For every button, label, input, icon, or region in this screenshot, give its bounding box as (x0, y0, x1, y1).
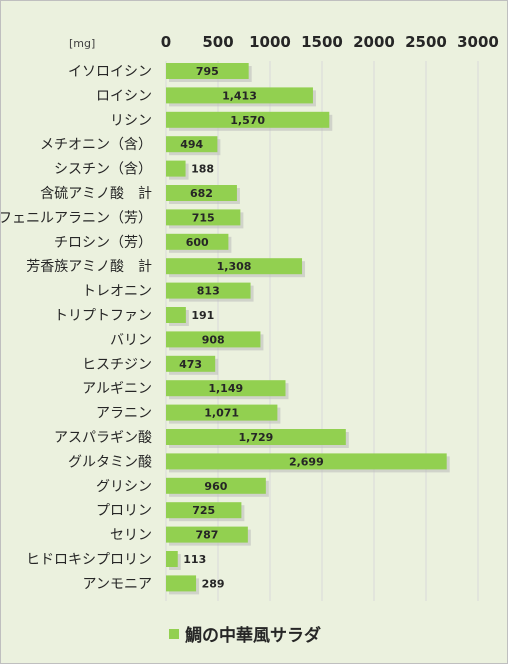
bar (166, 282, 251, 299)
x-tick-label: 2500 (405, 33, 447, 51)
x-tick-label: 2000 (353, 33, 395, 51)
bar (166, 258, 303, 275)
category-label: メチオニン（含） (40, 137, 152, 153)
category-label: 芳香族アミノ酸 計 (26, 258, 152, 275)
bar-value-label: 2,699 (289, 455, 324, 468)
category-label: セリン (110, 528, 152, 544)
bar-value-label: 813 (197, 285, 220, 298)
category-label: フェニルアラニン（芳） (1, 209, 152, 226)
category-label: アンモニア (83, 576, 152, 592)
bar (166, 453, 447, 470)
category-label: チロシン（芳） (54, 234, 152, 251)
bar-value-label: 289 (202, 577, 225, 590)
legend-series-name: 鯛の中華風サラダ (185, 626, 321, 646)
bar-value-label: 113 (183, 553, 206, 566)
category-label: トレオニン (82, 284, 152, 300)
bar (166, 551, 178, 567)
legend-swatch (169, 628, 179, 639)
bar-value-label: 1,308 (217, 260, 252, 273)
bar-value-label: 908 (202, 333, 225, 346)
category-label: シスチン（含） (54, 162, 152, 178)
bar-value-label: 795 (196, 65, 219, 78)
bar-value-label: 960 (204, 480, 227, 493)
bar (166, 160, 186, 177)
bars (166, 63, 450, 595)
x-tick-label: 1000 (249, 33, 291, 51)
legend: 鯛の中華風サラダ (169, 621, 321, 646)
bar-value-label: 787 (195, 529, 218, 542)
category-label: ヒドロキシプロリン (26, 552, 152, 568)
bar-value-label: 1,570 (230, 114, 265, 127)
category-label: アラニン (96, 406, 152, 422)
bar-value-label: 600 (186, 236, 209, 249)
category-label: アスパラギン酸 (54, 430, 152, 446)
bar (166, 429, 346, 445)
category-label: 含硫アミノ酸 計 (40, 186, 152, 202)
x-tick-label: 500 (202, 33, 233, 51)
bar (166, 526, 248, 543)
category-label: イソロイシン (68, 64, 152, 80)
bar (166, 185, 237, 201)
bar-value-label: 494 (180, 138, 203, 151)
bar-value-label: 1,071 (204, 407, 239, 420)
bar (166, 136, 218, 153)
bar (166, 63, 249, 79)
bar-value-label: 1,413 (222, 89, 257, 102)
bar (166, 233, 229, 250)
bar (166, 331, 261, 348)
bar (166, 380, 286, 397)
bar-value-label: 473 (179, 358, 202, 371)
bar (166, 87, 313, 104)
category-label: ヒスチジン (82, 357, 152, 373)
bar (166, 477, 266, 494)
bar-value-label: 725 (192, 504, 215, 517)
bar-value-label: 1,729 (239, 431, 274, 444)
category-label: ロイシン (96, 88, 152, 104)
bar (166, 575, 197, 592)
bar-value-label: 1,149 (208, 382, 243, 395)
bar (166, 307, 186, 323)
x-axis-ticks: 0 500 1000 1500 2000 2500 3000 (161, 33, 499, 51)
x-tick-label: 3000 (457, 33, 499, 51)
category-label: プロリン (96, 503, 152, 519)
x-tick-label: 1500 (301, 33, 343, 51)
category-label: バリン (110, 332, 152, 348)
bar-value-label: 682 (190, 187, 213, 200)
category-label: グルタミン酸 (68, 454, 152, 470)
unit-label: [mg] (69, 37, 95, 50)
bar-value-label: 715 (192, 211, 215, 224)
category-label: グリシン (96, 479, 152, 495)
bar (166, 355, 216, 372)
category-label: アルギニン (82, 381, 152, 397)
category-label: トリプトファン (54, 308, 152, 324)
bar (166, 502, 242, 519)
bar-value-label: 188 (191, 163, 214, 176)
bar (166, 209, 241, 226)
category-label: リシン (110, 113, 152, 129)
x-tick-label: 0 (161, 33, 171, 51)
bar (166, 404, 278, 421)
bar (166, 111, 330, 128)
bar-value-label: 191 (191, 309, 214, 322)
